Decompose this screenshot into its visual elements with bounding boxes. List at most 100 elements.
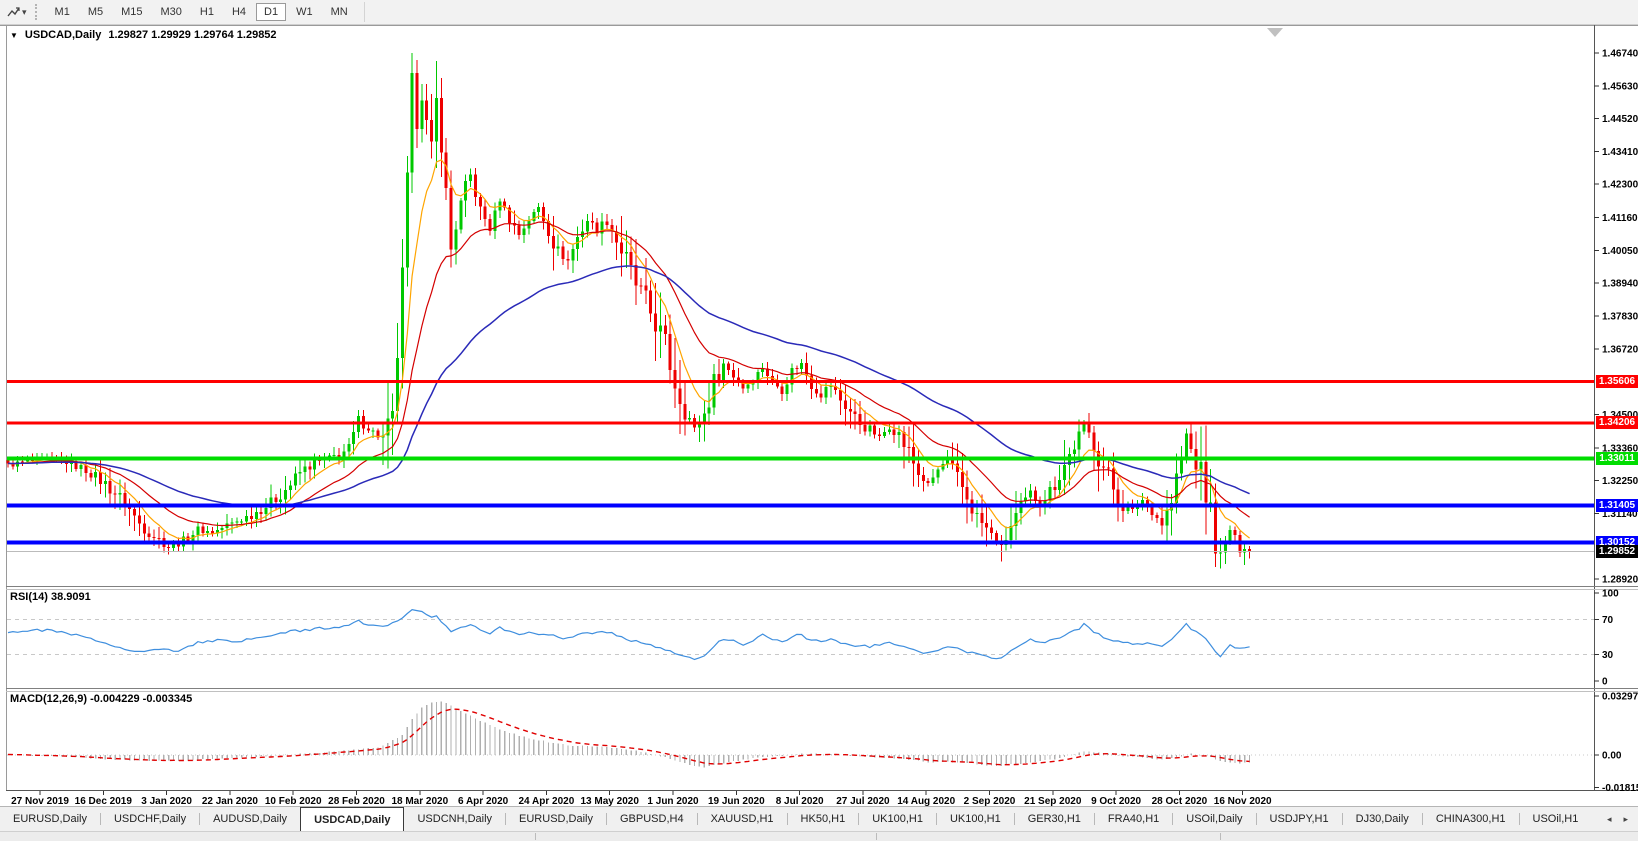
timeframe-button-d1[interactable]: D1: [256, 3, 287, 21]
y-axis-tick-label: 1.37830: [1602, 312, 1638, 323]
y-axis-tick-label: 1.42300: [1602, 180, 1638, 191]
rsi-axis-label: 100: [1602, 589, 1619, 600]
tab-usdcnh-daily[interactable]: USDCNH,Daily: [417, 813, 493, 825]
y-axis-tick-label: 1.43410: [1602, 147, 1638, 158]
price-level-label[interactable]: 1.31405: [1596, 499, 1638, 513]
tab-separator: [1518, 813, 1520, 825]
timeframe-button-m30[interactable]: M30: [160, 6, 182, 18]
moving-averages-layer: [7, 159, 1250, 540]
tab-audusd-daily[interactable]: AUDUSD,Daily: [213, 813, 288, 825]
macd-indicator-label: MACD(12,26,9) -0.004229 -0.003345: [10, 693, 193, 705]
timeframe-button-m15[interactable]: M15: [121, 6, 143, 18]
tab-separator: [696, 813, 698, 825]
x-axis-date-label: 6 Apr 2020: [458, 796, 509, 806]
timeframe-button-h4[interactable]: H4: [231, 6, 247, 18]
timeframe-button-h1[interactable]: H1: [199, 6, 214, 18]
timeframe-button-mn[interactable]: MN: [330, 6, 348, 18]
collapse-chart-icon[interactable]: ▼: [10, 30, 18, 40]
tab-separator: [1421, 813, 1423, 825]
tab-usdchf-daily[interactable]: USDCHF,Daily: [113, 813, 187, 825]
tab-scroll-left-icon[interactable]: ◂: [1606, 813, 1612, 824]
tab-hk50-h1[interactable]: HK50,H1: [800, 813, 846, 825]
tab-china300-h1[interactable]: CHINA300,H1: [1435, 813, 1506, 825]
tab-separator: [1255, 813, 1257, 825]
chart-ohlc-values: 1.29827 1.29929 1.29764 1.29852: [108, 29, 277, 41]
status-bar-separator: [876, 833, 877, 840]
panel-borders-layer: [0, 25, 1638, 791]
x-axis-date-label: 3 Jan 2020: [141, 796, 192, 806]
y-axis-tick-label: 1.32250: [1602, 476, 1638, 487]
tab-separator: [1172, 813, 1174, 825]
x-axis-date-label: 10 Feb 2020: [265, 796, 322, 806]
y-axis-tick-label: 1.38940: [1602, 279, 1638, 290]
tab-usdjpy-h1[interactable]: USDJPY,H1: [1269, 813, 1329, 825]
price-level-label[interactable]: 1.35606: [1596, 375, 1638, 389]
rsi-panel-layer: 100 70 30 0: [7, 589, 1619, 688]
macd-axis-label: -0.018154: [1602, 783, 1638, 794]
tab-separator: [199, 813, 201, 825]
toolbar-grip-handle[interactable]: [34, 4, 37, 20]
tab-separator: [1093, 813, 1095, 825]
x-axis-date-label: 28 Feb 2020: [328, 796, 385, 806]
tab-usdcad-daily[interactable]: USDCAD,Daily: [300, 807, 405, 831]
tab-scroll-right-icon[interactable]: ▸: [1623, 813, 1628, 824]
date-axis-layer: 27 Nov 2019 16 Dec 2019 3 Jan 2020 22 Jan 2…: [11, 791, 1272, 806]
y-axis-tick-label: 1.40050: [1602, 246, 1638, 257]
toolbar-separator: [363, 2, 365, 22]
tab-eurusd-daily[interactable]: EURUSD,Daily: [519, 813, 593, 825]
y-axis-tick-label: 1.31140: [1602, 509, 1638, 520]
rsi-line: [7, 608, 1250, 661]
rsi-axis-label: 0: [1602, 677, 1608, 688]
tab-separator: [99, 813, 101, 825]
tab-fra40-h1[interactable]: FRA40,H1: [1107, 813, 1160, 825]
y-axis-tick-label: 1.28920: [1602, 575, 1638, 586]
price-level-label[interactable]: 1.34206: [1596, 416, 1638, 430]
timeframe-button-m5[interactable]: M5: [87, 6, 104, 18]
tab-usoil-daily[interactable]: USOil,Daily: [1186, 813, 1243, 825]
rsi-indicator-label: RSI(14) 38.9091: [10, 591, 91, 603]
chart-shift-marker-icon[interactable]: [1267, 28, 1283, 37]
timeframe-buttons-group: M1 M5 M15 M30 H1 H4 D1 W1 MN: [46, 3, 357, 21]
chart-tools-icon[interactable]: [4, 3, 22, 21]
x-axis-date-label: 22 Jan 2020: [202, 796, 259, 806]
x-axis-date-label: 28 Oct 2020: [1152, 796, 1208, 806]
tab-xauusd-h1[interactable]: XAUUSD,H1: [710, 813, 774, 825]
timeframe-button-m1[interactable]: M1: [54, 6, 70, 18]
status-bar: [0, 831, 1638, 841]
tab-separator: [1341, 813, 1343, 825]
tab-uk100-h1[interactable]: UK100,H1: [872, 813, 923, 825]
tab-usoil-h1[interactable]: USOil,H1: [1532, 813, 1579, 825]
tab-separator: [858, 813, 860, 825]
price-levels-layer[interactable]: [7, 380, 1594, 552]
y-axis-tick-label: 1.41160: [1602, 213, 1638, 224]
x-axis-date-label: 1 Jun 2020: [647, 796, 699, 806]
tab-dj30-daily[interactable]: DJ30,Daily: [1355, 813, 1409, 825]
x-axis-date-label: 2 Sep 2020: [964, 796, 1016, 806]
y-axis-tick-label: 1.36720: [1602, 344, 1638, 355]
macd-axis-label: 0.032972: [1602, 691, 1638, 702]
chart-canvas[interactable]: 1.46740 1.45630 1.44520 1.43410 1.42300 1.411…: [0, 0, 1638, 806]
status-bar-separator: [1220, 833, 1221, 840]
macd-panel-layer: 0.032972 0.00 -0.018154: [7, 691, 1638, 794]
tab-ger30-h1[interactable]: GER30,H1: [1027, 813, 1081, 825]
chart-title: ▼ USDCAD,Daily 1.29827 1.29929 1.29764 1…: [10, 29, 277, 41]
tab-gbpusd-h4[interactable]: GBPUSD,H4: [620, 813, 684, 825]
chart-symbol-label: USDCAD,Daily: [24, 29, 102, 41]
tab-separator: [1013, 813, 1015, 825]
rsi-axis-label: 70: [1602, 615, 1614, 626]
price-level-label[interactable]: 1.33011: [1596, 451, 1638, 465]
timeframe-button-w1[interactable]: W1: [296, 6, 313, 18]
x-axis-date-label: 13 May 2020: [581, 796, 640, 806]
x-axis-date-label: 24 Apr 2020: [519, 796, 575, 806]
x-axis-date-label: 8 Jul 2020: [776, 796, 824, 806]
symbol-tab-bar: EURUSD,Daily USDCHF,Daily AUDUSD,Daily USDC…: [0, 806, 1638, 831]
timeframe-toolbar: ▾ M1 M5 M15 M30 H1 H4 D1 W1 MN: [0, 0, 1638, 25]
dropdown-caret-icon[interactable]: ▾: [22, 6, 27, 17]
macd-axis-label: 0.00: [1602, 751, 1622, 762]
tab-uk100-h1[interactable]: UK100,H1: [949, 813, 1001, 825]
status-bar-separator: [535, 833, 536, 840]
x-axis-date-label: 16 Nov 2020: [1214, 796, 1272, 806]
ma-fast-line: [7, 159, 1250, 540]
y-axis-tick-label: 1.45630: [1602, 81, 1638, 92]
tab-eurusd-daily[interactable]: EURUSD,Daily: [13, 813, 87, 825]
